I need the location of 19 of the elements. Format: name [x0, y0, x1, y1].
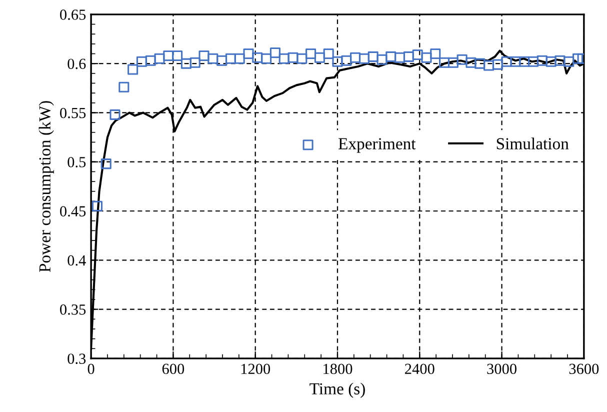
x-tick-label: 1800	[324, 364, 352, 374]
y-tick-label: 0.45	[60, 206, 86, 217]
y-tick-label: 0.65	[60, 10, 86, 20]
legend-label: Experiment	[338, 138, 416, 153]
y-tick-label: 0.6	[68, 58, 86, 70]
x-tick-label: 1200	[241, 364, 270, 374]
y-tick-label: 0.55	[60, 108, 86, 118]
y-axis-title: Power consumption (kW)	[38, 101, 54, 272]
x-tick-label: 3000	[487, 364, 516, 374]
x-tick-label: 600	[162, 364, 184, 374]
y-tick-label: 0.4	[68, 255, 86, 266]
x-axis-title: Time (s)	[310, 382, 365, 398]
y-tick-label: 0.5	[68, 157, 86, 168]
x-tick-label: 2400	[405, 364, 434, 374]
y-tick-label: 0.35	[60, 304, 86, 315]
legend-label: Simulation	[496, 138, 569, 150]
x-tick-label: 3600	[569, 364, 599, 374]
x-tick-label: 0	[88, 364, 94, 374]
y-tick-label: 0.3	[68, 354, 86, 364]
